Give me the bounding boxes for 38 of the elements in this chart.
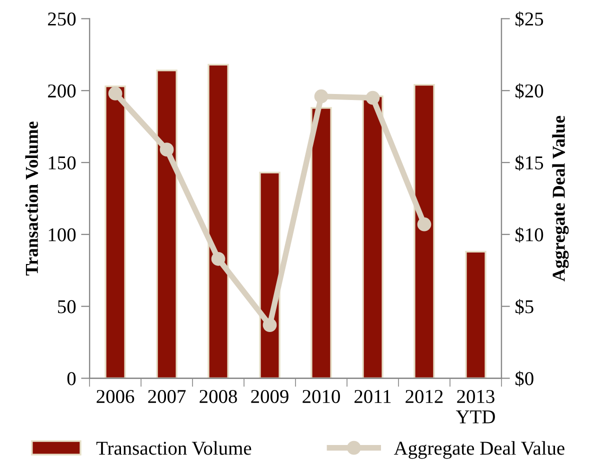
x-tick-label: 2012 — [406, 390, 443, 404]
bar — [465, 250, 486, 378]
point — [262, 318, 277, 332]
x-tick-label: 2013 YTD — [456, 390, 495, 424]
y-tick-label: 50 — [58, 300, 76, 314]
y2-tick-label: $10 — [516, 227, 544, 243]
y2-tick-label: $5 — [516, 299, 534, 315]
point — [160, 142, 174, 157]
legend-label: Transaction Volume — [96, 441, 252, 455]
point — [417, 217, 432, 232]
y2-tick-label: $15 — [516, 155, 544, 171]
bar — [208, 64, 229, 378]
y2-tick-label: $20 — [516, 83, 544, 99]
x-tick-label: 2010 — [302, 390, 340, 404]
point — [314, 89, 328, 104]
x-tick-label: 2009 — [251, 390, 288, 404]
x-tick-label: 2007 — [148, 390, 186, 404]
bar — [310, 107, 332, 378]
bar — [104, 85, 126, 378]
y-tick-label: 250 — [48, 12, 76, 26]
x-tick-label: 2008 — [200, 390, 237, 404]
y-axis-title: Transaction Volume — [25, 122, 38, 276]
y2-tick-label: $0 — [516, 370, 534, 386]
point — [211, 252, 226, 266]
x-tick-label: 2011 — [354, 390, 391, 404]
bar — [362, 96, 384, 378]
bar — [414, 84, 435, 378]
y2-tick-label: $25 — [516, 11, 544, 27]
y-tick-label: 100 — [48, 228, 76, 242]
point — [366, 90, 380, 105]
y2-axis-title: Aggregate Deal Value — [552, 116, 569, 282]
y-tick-label: 200 — [48, 84, 76, 98]
bar — [156, 70, 178, 378]
x-tick-label: 2006 — [96, 390, 134, 404]
y-tick-label: 0 — [67, 372, 76, 386]
legend-label: Aggregate Deal Value — [394, 441, 564, 459]
y-tick-label: 150 — [48, 156, 76, 170]
point — [108, 86, 122, 100]
